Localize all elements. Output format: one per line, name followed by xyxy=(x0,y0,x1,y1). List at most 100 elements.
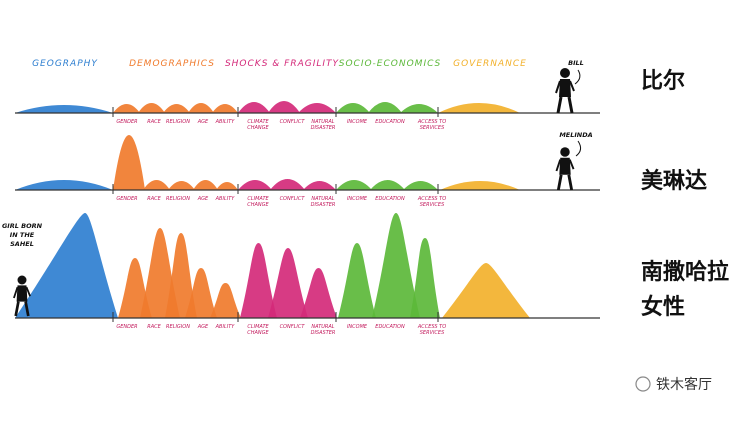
sub-label: INCOME xyxy=(347,324,368,330)
hump xyxy=(303,181,336,190)
sub-label: GENDER xyxy=(116,324,137,330)
hump xyxy=(143,180,170,190)
section-heading: GEOGRAPHY xyxy=(32,59,98,69)
sub-label: CONFLICT xyxy=(280,196,306,202)
sub-label: DISASTER xyxy=(311,125,336,131)
hump xyxy=(410,238,440,318)
hump xyxy=(440,181,520,190)
hump xyxy=(15,213,118,318)
sub-label: CLIMATE xyxy=(247,119,269,125)
sub-label: RELIGION xyxy=(166,324,190,330)
hump xyxy=(185,268,217,318)
person-label: BILL xyxy=(568,59,584,67)
sub-label: SERVICES xyxy=(420,202,445,208)
hump xyxy=(163,104,190,113)
head xyxy=(560,68,570,78)
sub-label: GENDER xyxy=(116,196,137,202)
hump xyxy=(300,268,337,318)
sub-label: CHANGE xyxy=(247,202,269,208)
sub-label: RACE xyxy=(147,119,161,125)
body xyxy=(559,157,571,175)
hump xyxy=(400,104,438,113)
pointer xyxy=(575,140,582,157)
sub-label: NATURAL xyxy=(311,119,334,125)
sub-label: GENDER xyxy=(116,119,137,125)
hump xyxy=(216,182,238,190)
person-label: IN THE xyxy=(10,231,35,239)
hump xyxy=(193,180,218,190)
sub-label: SERVICES xyxy=(420,330,445,336)
hump xyxy=(138,103,165,113)
caption: 美琳达 xyxy=(641,168,707,194)
sub-label: AGE xyxy=(197,196,209,202)
sub-label: CONFLICT xyxy=(280,119,306,125)
arms xyxy=(13,286,31,299)
sub-label: ABILITY xyxy=(215,324,236,330)
hump xyxy=(165,233,197,318)
hump xyxy=(210,283,241,318)
pointer xyxy=(574,69,581,85)
hump xyxy=(240,243,277,318)
sub-label: EDUCATION xyxy=(375,119,405,125)
person-label: GIRL BORN xyxy=(2,222,43,230)
legs xyxy=(556,174,574,191)
hump xyxy=(338,243,376,318)
hump xyxy=(168,181,195,190)
body xyxy=(559,79,571,97)
sub-label: SERVICES xyxy=(420,125,445,131)
sub-label: ACCESS TO xyxy=(417,119,446,125)
caption: 女性 xyxy=(641,294,685,320)
sub-label: CLIMATE xyxy=(247,324,269,330)
person-label: SAHEL xyxy=(10,240,34,248)
hump xyxy=(298,103,336,113)
hump xyxy=(113,135,145,190)
sub-label: CHANGE xyxy=(247,125,269,131)
hump xyxy=(238,102,270,113)
sub-label: CLIMATE xyxy=(247,196,269,202)
body xyxy=(16,285,28,302)
hump xyxy=(336,103,370,113)
hump xyxy=(268,101,300,113)
person-label: MELINDA xyxy=(559,131,592,139)
sub-label: NATURAL xyxy=(311,324,334,330)
sub-label: INCOME xyxy=(347,119,368,125)
caption: 南撒哈拉 xyxy=(641,259,729,285)
hump xyxy=(15,180,113,190)
arms xyxy=(555,159,575,172)
hump xyxy=(270,179,305,190)
hump xyxy=(238,180,272,190)
hump xyxy=(113,104,140,113)
hump xyxy=(188,103,214,113)
arms xyxy=(555,80,575,94)
hump xyxy=(438,103,520,113)
section-heading: GOVERNANCE xyxy=(453,59,527,69)
watermark-icon xyxy=(635,376,651,392)
sub-label: EDUCATION xyxy=(375,196,405,202)
legs xyxy=(556,96,574,114)
sub-label: EDUCATION xyxy=(375,324,405,330)
hump xyxy=(368,102,402,113)
sub-label: ABILITY xyxy=(215,119,236,125)
person-figure xyxy=(555,68,575,114)
sub-label: RACE xyxy=(147,324,161,330)
sub-label: ACCESS TO xyxy=(417,196,446,202)
hump xyxy=(403,181,438,190)
sub-label: AGE xyxy=(197,324,209,330)
illustration: GEOGRAPHY DEMOGRAPHICS SHOCKS & FRAGILITY S… xyxy=(2,59,729,393)
sub-label: DISASTER xyxy=(311,330,336,336)
hump xyxy=(442,263,530,318)
hump xyxy=(268,248,308,318)
legs xyxy=(14,301,30,317)
head xyxy=(560,147,570,157)
sub-label: CHANGE xyxy=(247,330,269,336)
hump xyxy=(336,180,372,190)
head xyxy=(17,275,27,285)
hump xyxy=(370,180,405,190)
hump xyxy=(212,104,238,113)
section-heading: SOCIO-ECONOMICS xyxy=(339,59,442,69)
person-figure xyxy=(555,147,575,191)
section-heading: SHOCKS & FRAGILITY xyxy=(225,59,340,69)
hump xyxy=(15,105,113,113)
sub-label: INCOME xyxy=(347,196,368,202)
